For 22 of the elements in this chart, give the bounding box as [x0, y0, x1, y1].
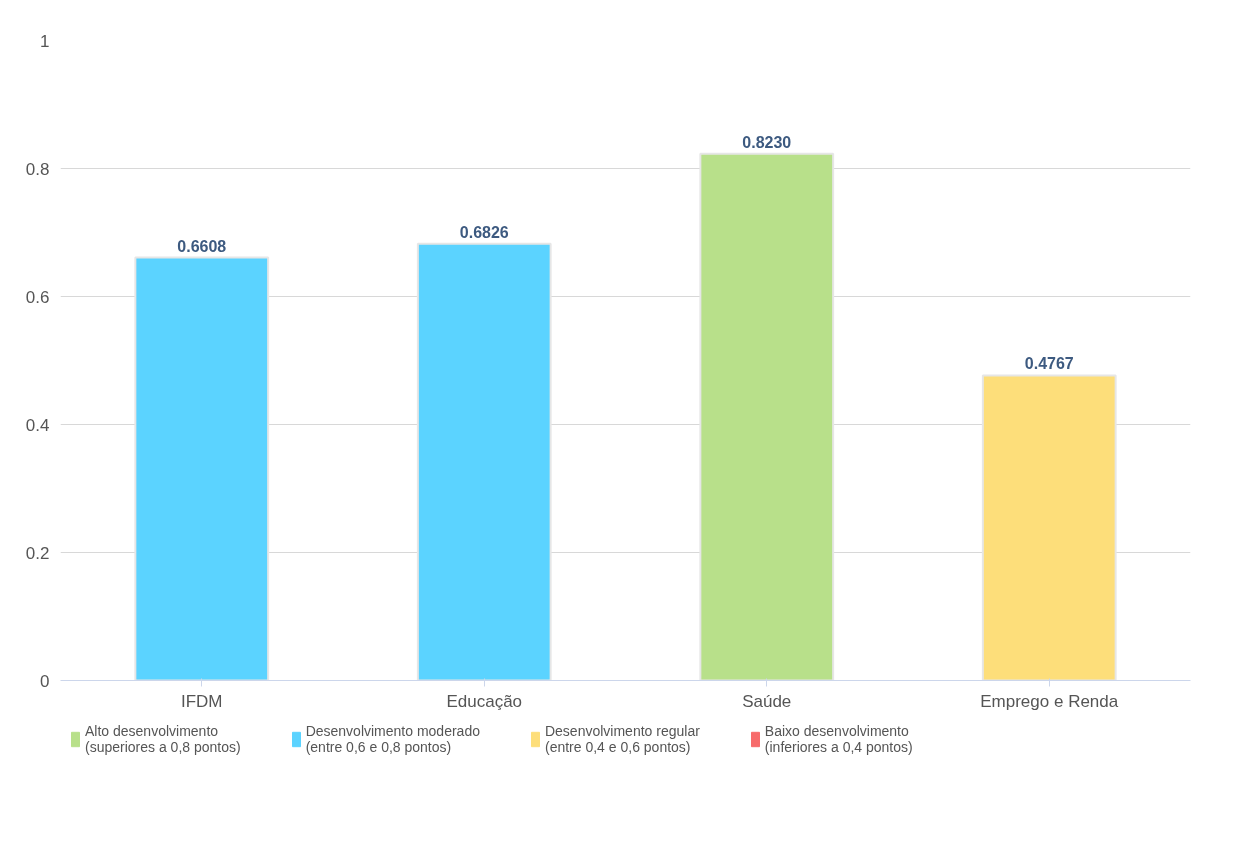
- text: 0.8230: [742, 133, 792, 151]
- text: 0.6608: [177, 237, 227, 255]
- y-tick-label: 0: [40, 671, 50, 691]
- text: 0.6826: [459, 223, 509, 241]
- legend-label: Desenvolvimento regular (entre 0,4 e 0,6 pontos): [544, 723, 700, 755]
- x-tick-label: Saúde: [742, 691, 792, 711]
- bar: [981, 374, 1117, 681]
- y-tick-label: 0.6: [25, 287, 50, 307]
- bar: [134, 256, 270, 681]
- legend-label: Alto desenvolvimento (superiores a 0,8 pontos): [85, 723, 241, 755]
- bar: [416, 242, 552, 681]
- y-tick-label: 0.2: [25, 543, 50, 563]
- y-tick-label: 1: [40, 31, 50, 51]
- x-tick-label: Emprego e Renda: [980, 691, 1119, 711]
- x-tick-label: Educação: [446, 691, 523, 711]
- x-tick-label: IFDM: [180, 691, 223, 711]
- y-tick-label: 0.4: [25, 415, 50, 435]
- y-tick-label: 0.8: [25, 159, 50, 179]
- text: 0.4767: [1024, 355, 1074, 373]
- bar: [699, 152, 835, 681]
- legend-label: Desenvolvimento moderado (entre 0,6 e 0,8 pontos): [305, 723, 480, 755]
- legend-label: Baixo desenvolvimento (inferiores a 0,4 pontos): [764, 723, 913, 755]
